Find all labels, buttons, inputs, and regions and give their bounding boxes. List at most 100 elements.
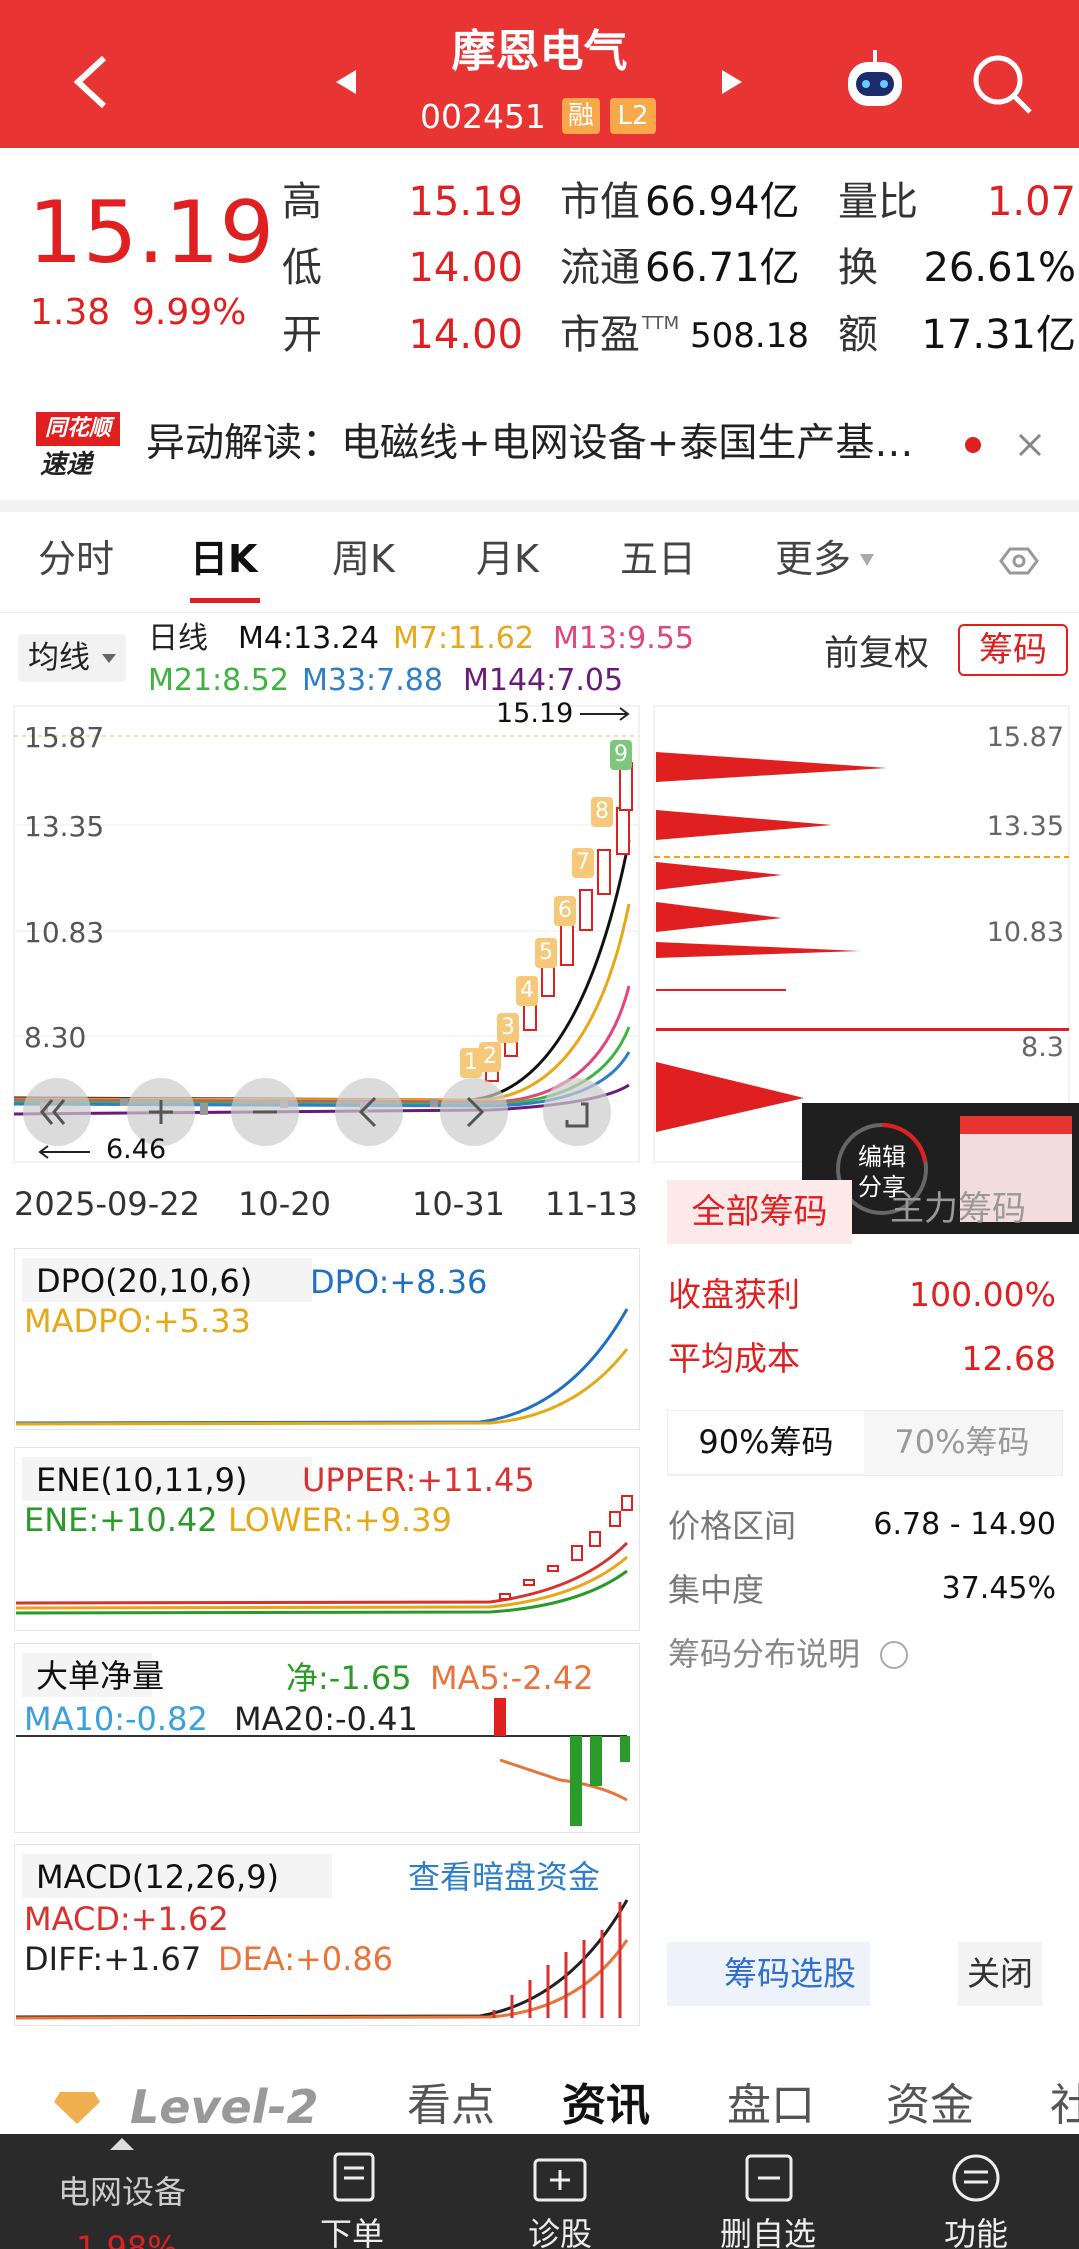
indicator-shape (15, 1569, 628, 1615)
signal-badge: 9 (610, 740, 632, 770)
next-stock[interactable] (722, 70, 742, 94)
sector-caret (110, 2138, 134, 2150)
share-line2: 分享 (858, 1173, 906, 1201)
indicator-panel (14, 1844, 640, 2026)
bottom-tab[interactable]: 资讯 (562, 2080, 650, 2131)
indicator-shape (15, 1541, 629, 1605)
robot-icon[interactable] (848, 50, 902, 106)
indicator-shape (499, 1758, 628, 1802)
back-button[interactable] (73, 55, 107, 109)
chip-row-label: 平均成本 (668, 1339, 800, 1378)
last-price-label: 15.19 (496, 698, 574, 729)
date-label: 10-20 (238, 1185, 331, 1223)
indicator-name[interactable]: DPO(20,10,6) (36, 1262, 253, 1300)
separator (0, 612, 1079, 613)
chip-help[interactable]: 筹码分布说明 (668, 1635, 861, 1673)
stat-label: 额 (838, 312, 878, 358)
chips-button[interactable]: 筹码 (958, 624, 1068, 676)
stock-name: 摩恩电气 (451, 26, 628, 77)
ma-selector[interactable]: 均线 (28, 640, 90, 676)
bottom-tab[interactable]: 看点 (407, 2080, 495, 2131)
ma-label: M4:13.24 (238, 621, 379, 656)
chip-tab[interactable]: 主力筹码 (890, 1189, 1026, 1229)
chip-tick: 8.3 (1021, 1032, 1064, 1063)
settings-icon[interactable] (999, 547, 1039, 575)
chip-select-btn[interactable]: 筹码选股 (667, 1942, 870, 2006)
share-line1: 编辑 (858, 1143, 906, 1171)
indicator-selector-bg (22, 1854, 332, 1898)
price-tick: 15.87 (24, 721, 105, 754)
price-tick: 8.30 (24, 1021, 87, 1054)
indicator-lines (15, 1308, 633, 2020)
indicator-shape (570, 1736, 582, 1826)
indicator-value: LOWER:+9.39 (228, 1501, 452, 1539)
tab[interactable]: 月K (476, 537, 539, 581)
indicator-shape (15, 1939, 629, 2020)
active-tab-underline (190, 598, 260, 603)
stat-label: 量比 (838, 179, 918, 225)
indicator-shape (492, 1902, 622, 2018)
close-btn[interactable]: 关闭 (958, 1942, 1042, 2006)
indicator-shape (590, 1736, 602, 1786)
stat-label-sup: TTM (642, 313, 680, 334)
bottom-tab[interactable]: Level-2 (130, 2080, 319, 2134)
price-arrows (38, 707, 630, 1159)
tab-extras (860, 547, 1039, 575)
adjust-mode[interactable]: 前复权 (824, 634, 930, 674)
ratio-tab[interactable]: 70%筹码 (864, 1411, 1060, 1473)
sector-change: 1.98% (76, 2229, 178, 2249)
indicator-name[interactable]: ENE(10,11,9) (36, 1461, 248, 1499)
stat-value: 14.00 (408, 312, 523, 358)
nav-item[interactable]: 诊股 (527, 2215, 592, 2249)
chip-tab[interactable]: 全部筹码 (667, 1180, 852, 1244)
logo-top: 同花顺 (36, 412, 120, 446)
tab[interactable]: 分时 (38, 537, 115, 581)
nav-item[interactable]: 功能 (943, 2215, 1008, 2249)
indicator-selector-bg (22, 1258, 312, 1302)
chip-tick: 13.35 (986, 811, 1064, 842)
indicator-shape (589, 1531, 601, 1547)
tab[interactable]: 五日 (620, 537, 697, 581)
indicator-value: DEA:+0.86 (218, 1940, 394, 1978)
indicator-link[interactable]: 查看暗盘资金 (408, 1858, 601, 1896)
indicator-panel (14, 1447, 640, 1631)
chart-nav-buttons[interactable] (23, 1078, 611, 1146)
unread-dot (965, 437, 981, 453)
indicator-name[interactable]: 大单净量 (36, 1657, 165, 1695)
bottom-tab[interactable]: 盘口 (727, 2080, 815, 2131)
indicator-value: MACD:+1.62 (24, 1900, 229, 1938)
ratio-tab[interactable]: 90%筹码 (668, 1411, 864, 1473)
last-price: 15.19 (28, 183, 275, 283)
help-icon (880, 1641, 908, 1669)
indicator-value: UPPER:+11.45 (302, 1461, 535, 1499)
nav-item[interactable]: 删自选 (719, 2215, 816, 2249)
chip-detail-label: 集中度 (668, 1571, 765, 1609)
stat-value: 14.00 (408, 245, 523, 291)
nav-item[interactable]: 下单 (319, 2215, 384, 2249)
ma-label: M21:8.52 (148, 663, 289, 698)
news-text[interactable]: 异动解读：电磁线+电网设备+泰国生产基… (146, 421, 914, 466)
indicator-value: DPO:+8.36 (310, 1263, 488, 1301)
indicator-shape (499, 1495, 633, 1600)
ma-label: M33:7.88 (302, 663, 443, 698)
ma-caret (102, 654, 116, 663)
chip-detail-value: 6.78 - 14.90 (873, 1507, 1056, 1542)
indicator-value: ENE:+10.42 (24, 1501, 218, 1539)
bottom-tab[interactable]: 资金 (886, 2080, 974, 2131)
indicator-name[interactable]: MACD(12,26,9) (36, 1858, 280, 1896)
close-news[interactable] (1018, 433, 1042, 457)
signal-badge: 5 (535, 938, 557, 968)
sector-name[interactable]: 电网设备 (58, 2173, 187, 2211)
tab[interactable]: 更多 (775, 537, 852, 581)
tab[interactable]: 日K (190, 537, 258, 581)
prev-stock[interactable] (336, 70, 356, 94)
stat-value: 17.31亿 (921, 312, 1076, 358)
share-graphics (836, 1116, 1072, 1222)
signal-badge: 4 (516, 976, 538, 1006)
tab[interactable]: 周K (332, 537, 395, 581)
chip-tick: 15.87 (986, 722, 1064, 753)
chip-tick: 10.83 (986, 917, 1064, 948)
search-icon[interactable] (973, 55, 1032, 114)
bottom-tab[interactable]: 社 (1050, 2080, 1079, 2131)
